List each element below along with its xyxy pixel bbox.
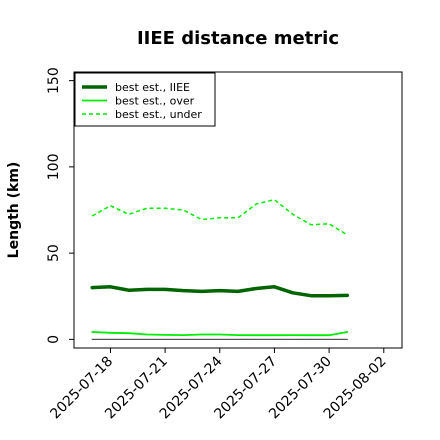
series-line-best-est-over — [91, 331, 349, 337]
series-line-best-est-under — [91, 198, 348, 236]
y-axis-label: Length (km) — [6, 162, 22, 259]
y-axis: 0 50 100 150 — [46, 67, 74, 344]
y-tick-label: 150 — [46, 67, 62, 94]
x-axis: 2025-07-182025-07-212025-07-242025-07-27… — [47, 348, 390, 422]
legend-label: best est., under — [115, 108, 202, 121]
legend-label: best est., IIEE — [115, 81, 190, 94]
legend-label: best est., over — [115, 95, 195, 108]
series-layer — [90, 198, 350, 340]
y-tick-label: 0 — [46, 335, 62, 344]
y-tick-label: 50 — [46, 244, 62, 262]
plot-frame — [73, 71, 403, 349]
legend-box — [74, 72, 216, 127]
y-tick-label: 100 — [46, 154, 62, 181]
chart-title: IIEE distance metric — [137, 28, 339, 49]
series-line-best-est-iiee — [90, 285, 350, 298]
